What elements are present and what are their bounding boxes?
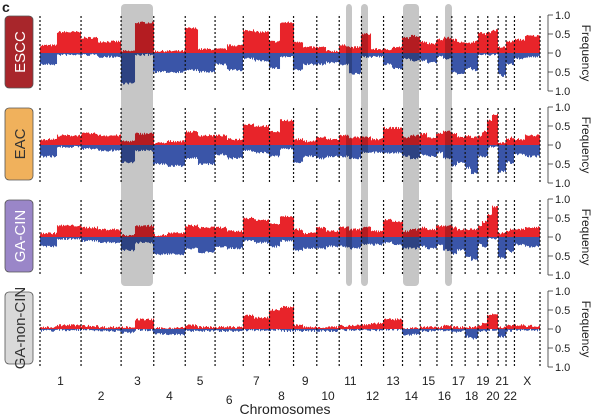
axis-tick-label: 0 <box>555 232 561 244</box>
chromosome-label-17: 17 <box>452 374 466 388</box>
panel-letter: c <box>2 0 10 15</box>
chromosome-label-20: 20 <box>486 389 500 403</box>
axis-tick-label: 1.0 <box>555 270 570 282</box>
chromosome-label-13: 13 <box>386 374 400 388</box>
chromosome-label-22: 22 <box>504 389 518 403</box>
panel-escc: ESCC 1.0 0.5 0 0.5 1.0 Frequency <box>4 10 593 98</box>
axis-tick-label: 0.5 <box>555 159 570 171</box>
panel-label: GA-CIN <box>12 210 29 263</box>
x-axis-title: Chromosomes <box>239 401 330 417</box>
highlight-band <box>445 4 452 286</box>
axis-tick-label: 0.5 <box>555 67 570 79</box>
panel-label-box <box>4 15 34 89</box>
frequency-axis: 1.0 0.5 0 0.5 1.0 Frequency <box>547 10 593 98</box>
chromosome-label-14: 14 <box>405 389 419 403</box>
y-axis-title: Frequency <box>579 25 593 82</box>
highlight-band <box>403 4 419 286</box>
frequency-axis: 1.0 0.5 0 0.5 1.0 Frequency <box>547 286 593 374</box>
panel-label-box <box>4 199 34 273</box>
axis-tick-label: 0.5 <box>555 251 570 263</box>
panel-label-box <box>4 291 34 365</box>
chromosome-label-18: 18 <box>465 389 479 403</box>
chromosome-label-7: 7 <box>253 374 260 388</box>
panel-ga-cin: GA-CIN 1.0 0.5 0 0.5 1.0 Frequency <box>4 194 593 282</box>
axis-tick-label: 1.0 <box>555 286 570 298</box>
panel-label: GA-non-CIN <box>12 287 29 370</box>
panel-label-box <box>4 107 34 181</box>
axis-tick-label: 0.5 <box>555 343 570 355</box>
y-axis-title: Frequency <box>579 301 593 358</box>
chromosome-label-4: 4 <box>166 389 173 403</box>
frequency-axis: 1.0 0.5 0 0.5 1.0 Frequency <box>547 194 593 282</box>
y-axis-title: Frequency <box>579 117 593 174</box>
frequency-axis: 1.0 0.5 0 0.5 1.0 Frequency <box>547 102 593 190</box>
chromosome-label-11: 11 <box>344 374 357 388</box>
highlight-band <box>361 4 368 286</box>
axis-tick-label: 0 <box>555 48 561 60</box>
chromosome-label-8: 8 <box>278 389 285 403</box>
axis-tick-label: 0.5 <box>555 121 570 133</box>
axis-tick-label: 1.0 <box>555 194 570 206</box>
chromosome-label-15: 15 <box>422 374 436 388</box>
panel-ga-non-cin: GA-non-CIN 1.0 0.5 0 0.5 1.0 Frequency <box>4 286 593 374</box>
axis-tick-label: 0.5 <box>555 29 570 41</box>
axis-tick-label: 1.0 <box>555 10 570 22</box>
chromosome-label-19: 19 <box>476 374 490 388</box>
axis-tick-label: 1.0 <box>555 178 570 190</box>
highlight-band <box>346 4 352 286</box>
chromosome-label-6: 6 <box>226 393 233 407</box>
axis-tick-label: 1.0 <box>555 86 570 98</box>
chromosome-label-2: 2 <box>98 389 105 403</box>
chromosome-label-9: 9 <box>302 374 309 388</box>
panel-label: ESCC <box>12 31 29 73</box>
chromosome-label-X: X <box>523 374 531 388</box>
chromosome-label-3: 3 <box>134 374 141 388</box>
chromosome-label-10: 10 <box>321 389 335 403</box>
axis-tick-label: 0 <box>555 324 561 336</box>
chromosome-label-21: 21 <box>495 374 509 388</box>
panel-eac: EAC 1.0 0.5 0 0.5 1.0 Frequency <box>4 102 593 190</box>
y-axis-title: Frequency <box>579 209 593 266</box>
chromosome-label-1: 1 <box>57 374 64 388</box>
axis-tick-label: 1.0 <box>555 102 570 114</box>
axis-tick-label: 1.0 <box>555 362 570 374</box>
highlight-band <box>121 4 153 286</box>
axis-tick-label: 0.5 <box>555 213 570 225</box>
chromosome-label-16: 16 <box>438 389 452 403</box>
panel-label: EAC <box>12 128 29 159</box>
axis-tick-label: 0 <box>555 140 561 152</box>
chromosome-label-12: 12 <box>366 389 380 403</box>
axis-tick-label: 0.5 <box>555 305 570 317</box>
chromosome-label-5: 5 <box>197 374 204 388</box>
